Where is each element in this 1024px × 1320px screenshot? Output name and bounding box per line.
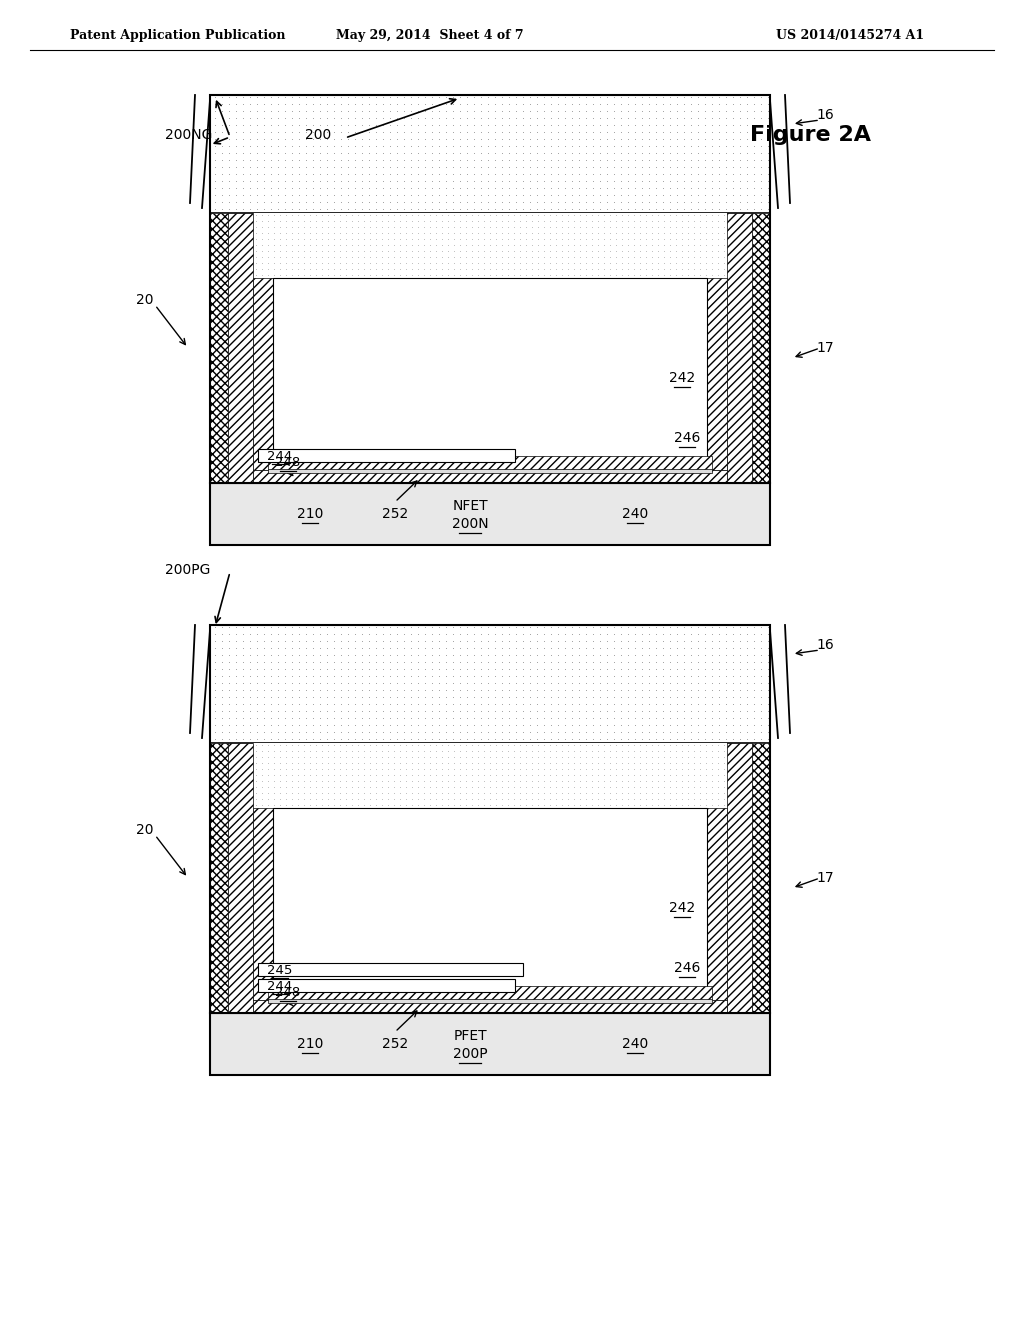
Bar — [210, 95, 770, 213]
Text: 240: 240 — [622, 507, 648, 521]
Text: May 29, 2014  Sheet 4 of 7: May 29, 2014 Sheet 4 of 7 — [336, 29, 524, 41]
Bar — [253, 808, 273, 1001]
Bar — [258, 449, 515, 462]
Bar — [253, 279, 273, 470]
Text: 20: 20 — [136, 822, 154, 837]
Bar — [752, 743, 770, 1012]
Text: 17: 17 — [816, 341, 834, 355]
Text: Patent Application Publication: Patent Application Publication — [70, 29, 286, 41]
Text: 248: 248 — [275, 457, 301, 470]
Text: 17: 17 — [816, 871, 834, 884]
Bar — [727, 213, 752, 483]
Bar — [273, 808, 707, 987]
Text: 200P: 200P — [453, 1047, 487, 1061]
Text: 210: 210 — [297, 507, 324, 521]
Bar — [210, 624, 770, 1012]
Bar — [273, 458, 707, 470]
Text: 246: 246 — [674, 961, 700, 975]
Bar — [228, 743, 253, 1012]
Text: 245: 245 — [267, 964, 293, 977]
Bar — [253, 1001, 727, 1012]
Text: 252: 252 — [382, 507, 409, 521]
Text: 250: 250 — [477, 891, 503, 906]
Text: 200PG: 200PG — [165, 564, 210, 577]
Bar — [228, 213, 253, 483]
Text: 200NG: 200NG — [165, 128, 212, 143]
Bar — [210, 1012, 770, 1074]
Bar — [210, 743, 228, 1012]
Bar — [273, 987, 707, 1001]
Text: 242: 242 — [669, 371, 695, 385]
Bar — [268, 999, 712, 1003]
Bar — [210, 483, 770, 545]
Text: US 2014/0145274 A1: US 2014/0145274 A1 — [776, 29, 924, 41]
Text: 244: 244 — [267, 979, 293, 993]
Bar — [253, 743, 727, 1001]
Text: 248: 248 — [275, 986, 301, 999]
Text: 252: 252 — [382, 1038, 409, 1051]
Text: 246: 246 — [674, 432, 700, 445]
Bar — [707, 279, 727, 470]
Text: 242: 242 — [669, 902, 695, 915]
Text: 200: 200 — [305, 128, 331, 143]
Text: 16: 16 — [816, 638, 834, 652]
Bar — [727, 743, 752, 1012]
Text: PFET: PFET — [454, 1030, 486, 1043]
Bar — [258, 964, 523, 975]
Bar — [707, 808, 727, 1001]
Bar — [273, 279, 707, 458]
Bar — [253, 470, 727, 483]
Bar — [210, 213, 228, 483]
Text: 210: 210 — [297, 1038, 324, 1051]
Text: 240: 240 — [622, 1038, 648, 1051]
Text: 244: 244 — [267, 450, 293, 462]
Text: 200N: 200N — [452, 517, 488, 531]
Bar — [210, 95, 770, 483]
Bar — [268, 455, 712, 470]
Bar — [268, 986, 712, 1001]
Text: NFET: NFET — [453, 499, 487, 513]
Bar — [253, 213, 727, 470]
Text: 20: 20 — [136, 293, 154, 308]
Bar — [752, 213, 770, 483]
Text: 16: 16 — [816, 108, 834, 121]
Bar — [258, 979, 515, 993]
Text: 250: 250 — [477, 360, 503, 375]
Bar — [268, 469, 712, 473]
Bar — [210, 624, 770, 743]
Text: Figure 2A: Figure 2A — [750, 125, 870, 145]
